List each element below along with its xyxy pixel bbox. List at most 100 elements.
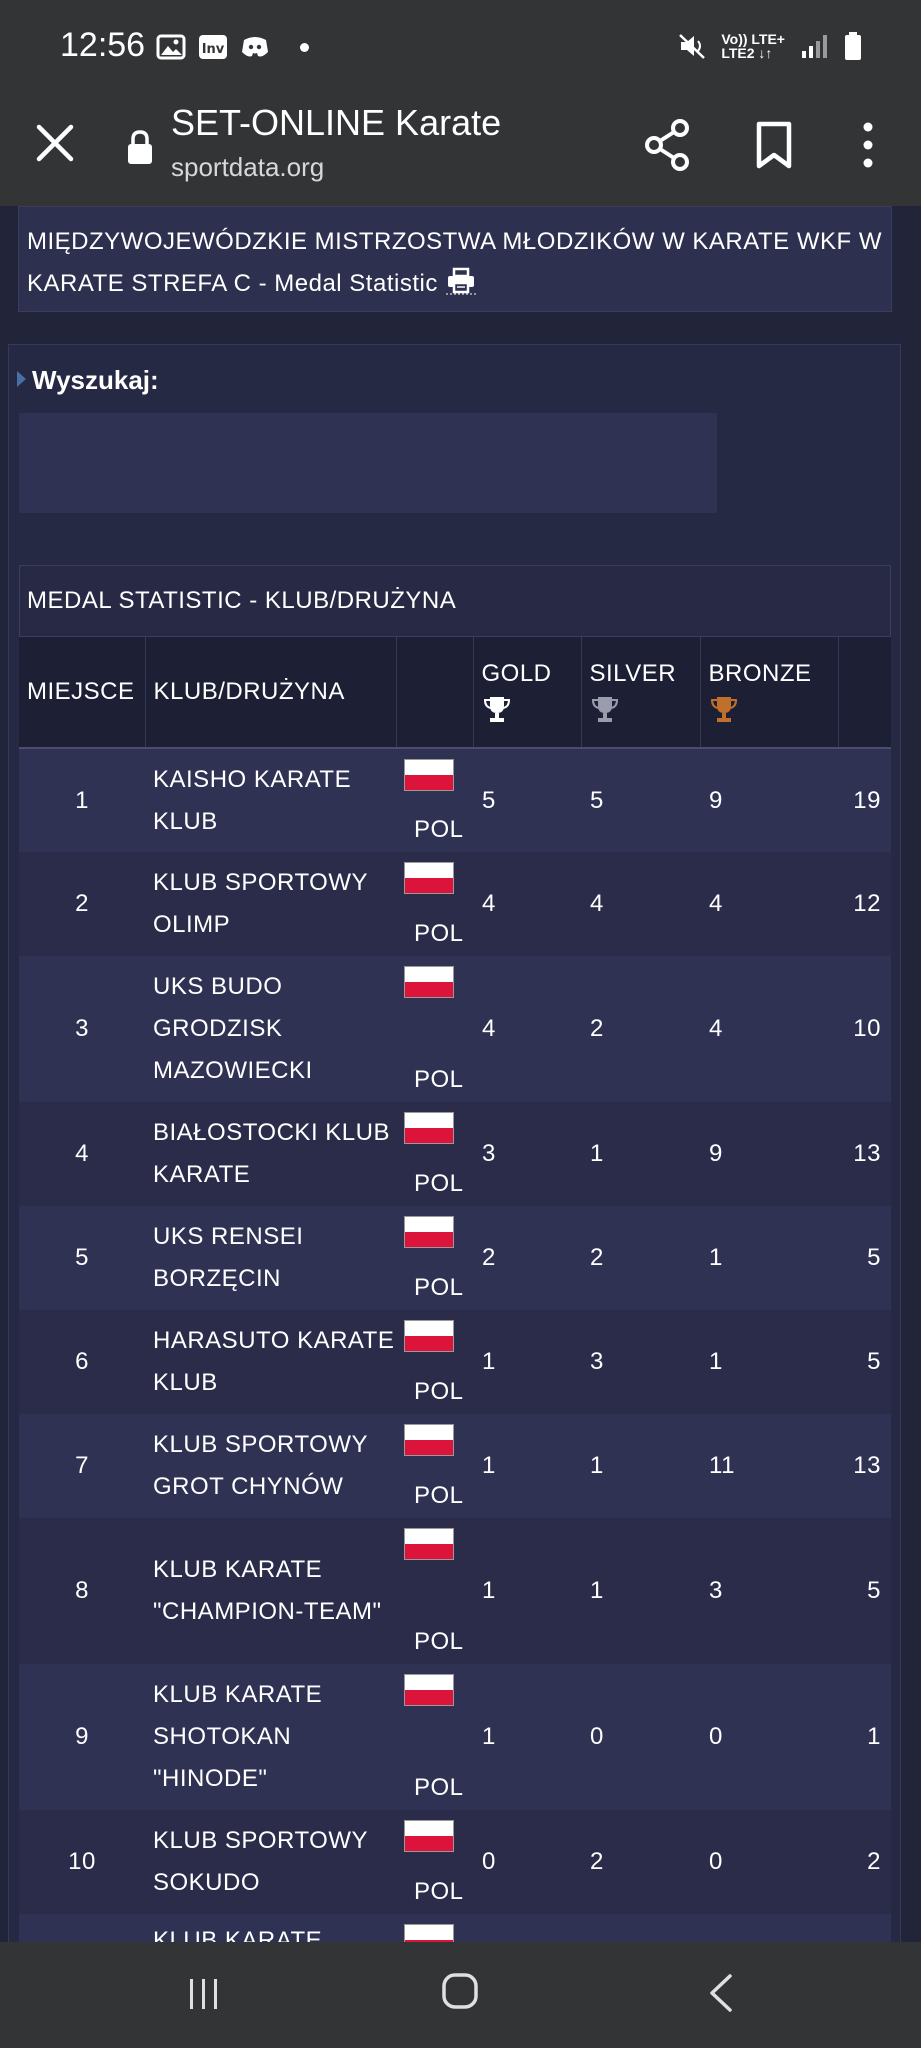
discord-icon	[242, 37, 268, 57]
flag-poland-icon	[404, 759, 454, 791]
table-row: 7 KLUB SPORTOWY GROT CHYNÓW POL 1 1 11 13	[19, 1414, 891, 1518]
flag-poland-icon	[404, 1820, 454, 1852]
gold-count: 2	[473, 1206, 581, 1310]
bronze-trophy-icon	[710, 697, 737, 722]
nation-cell	[396, 1914, 473, 1942]
recent-apps-icon[interactable]	[186, 1976, 222, 2012]
network-bottom: LTE2 ↓↑	[721, 45, 773, 61]
flag-poland-icon	[404, 1528, 454, 1560]
total-count: 5	[838, 1310, 891, 1414]
page-url[interactable]: sportdata.org	[171, 152, 325, 182]
inv-app-icon: Inv	[199, 35, 227, 59]
status-time: 12:56	[60, 26, 146, 64]
col-header-club[interactable]: KLUB/DRUŻYNA	[145, 637, 397, 749]
nation-cell: POL	[396, 852, 473, 956]
bronze-count	[700, 1914, 838, 1942]
nation-cell: POL	[396, 1664, 473, 1810]
col-header-rank[interactable]: MIEJSCE	[19, 637, 146, 749]
total-count: 2	[838, 1810, 891, 1914]
total-count: 10	[838, 956, 891, 1102]
gold-label: GOLD	[481, 660, 552, 687]
col-header-bronze[interactable]: BRONZE	[700, 637, 839, 749]
gold-count: 5	[473, 748, 581, 852]
table-row: 2 KLUB SPORTOWY OLIMP POL 4 4 4 12	[19, 852, 891, 956]
bronze-count: 1	[700, 1310, 838, 1414]
bronze-count: 0	[700, 1810, 838, 1914]
col-header-total[interactable]	[838, 637, 891, 749]
nation-code: POL	[414, 1170, 464, 1197]
search-label: Wyszukaj:	[17, 365, 159, 396]
nation-cell: POL	[396, 1206, 473, 1310]
bronze-count: 4	[700, 852, 838, 956]
nation-code: POL	[414, 816, 464, 843]
table-row: 3 UKS BUDO GRODZISK MAZOWIECKI POL 4 2 4 10	[19, 956, 891, 1102]
gold-count: 1	[473, 1664, 581, 1810]
gold-count: 1	[473, 1518, 581, 1664]
rank-cell: 3	[19, 956, 145, 1102]
club-name: KLUB SPORTOWY OLIMP	[145, 852, 396, 956]
nation-cell: POL	[396, 1810, 473, 1914]
silver-count: 2	[581, 956, 700, 1102]
custom-tab-toolbar: SET-ONLINE Karate sportdata.org	[0, 88, 921, 206]
close-icon[interactable]	[30, 118, 80, 168]
more-vertical-icon[interactable]	[856, 118, 880, 172]
medal-table-body: 1 KAISHO KARATE KLUB POL 5 5 9 19 2 KLUB SPORTOW…	[19, 748, 891, 1942]
back-icon[interactable]	[706, 1972, 734, 2014]
table-row: KLUB KARATE	[19, 1914, 891, 1942]
bronze-count: 3	[700, 1518, 838, 1664]
total-count	[838, 1914, 891, 1942]
print-icon[interactable]	[445, 267, 476, 295]
gold-count: 4	[473, 956, 581, 1102]
rank-cell	[19, 1914, 145, 1942]
silver-label: SILVER	[589, 660, 677, 687]
flag-poland-icon	[404, 1320, 454, 1352]
notification-icons: Inv	[156, 30, 309, 64]
bronze-count: 9	[700, 748, 838, 852]
home-icon[interactable]	[441, 1972, 479, 2010]
gold-count	[473, 1914, 581, 1942]
svg-text:Inv: Inv	[202, 42, 225, 57]
silver-count: 1	[581, 1414, 700, 1518]
table-row: 1 KAISHO KARATE KLUB POL 5 5 9 19	[19, 748, 891, 852]
bronze-count: 1	[700, 1206, 838, 1310]
system-navigation-bar	[0, 1942, 921, 2048]
nation-code: POL	[414, 1274, 464, 1301]
table-caption: MEDAL STATISTIC - KLUB/DRUŻYNA	[19, 565, 891, 637]
bookmark-icon[interactable]	[754, 120, 794, 170]
lock-icon[interactable]	[124, 128, 156, 166]
rank-cell: 1	[19, 748, 145, 852]
nation-code: POL	[414, 1066, 464, 1093]
nation-cell: POL	[396, 1414, 473, 1518]
table-row: 4 BIAŁOSTOCKI KLUB KARATE POL 3 1 9 13	[19, 1102, 891, 1206]
nation-code: POL	[414, 920, 464, 947]
medal-panel: Wyszukaj: MEDAL STATISTIC - KLUB/DRUŻYNA…	[8, 344, 901, 1942]
rank-cell: 2	[19, 852, 145, 956]
silver-count: 1	[581, 1102, 700, 1206]
nation-cell: POL	[396, 956, 473, 1102]
club-name: KLUB KARATE SHOTOKAN "HINODE"	[145, 1664, 396, 1810]
table-row: 10 KLUB SPORTOWY SOKUDO POL 0 2 0 2	[19, 1810, 891, 1914]
share-icon[interactable]	[642, 118, 692, 172]
search-label-text: Wyszukaj:	[32, 365, 159, 395]
gold-trophy-icon	[483, 697, 510, 722]
col-header-gold[interactable]: GOLD	[473, 637, 582, 749]
silver-count: 2	[581, 1206, 700, 1310]
col-header-nation[interactable]	[396, 637, 474, 749]
rank-cell: 10	[19, 1810, 145, 1914]
search-input[interactable]	[19, 413, 717, 513]
nation-cell: POL	[396, 1310, 473, 1414]
gold-count: 3	[473, 1102, 581, 1206]
medal-table: MIEJSCE KLUB/DRUŻYNA GOLD	[19, 637, 891, 1942]
club-name: BIAŁOSTOCKI KLUB KARATE	[145, 1102, 396, 1206]
mute-icon	[679, 34, 706, 59]
bronze-count: 9	[700, 1102, 838, 1206]
rank-cell: 8	[19, 1518, 145, 1664]
flag-poland-icon	[404, 1112, 454, 1144]
nation-code: POL	[414, 1628, 464, 1655]
nation-code: POL	[414, 1378, 464, 1405]
bronze-count: 4	[700, 956, 838, 1102]
club-name: UKS BUDO GRODZISK MAZOWIECKI	[145, 956, 396, 1102]
club-name: KLUB KARATE	[145, 1914, 396, 1942]
col-header-silver[interactable]: SILVER	[581, 637, 701, 749]
bronze-label: BRONZE	[708, 660, 812, 687]
